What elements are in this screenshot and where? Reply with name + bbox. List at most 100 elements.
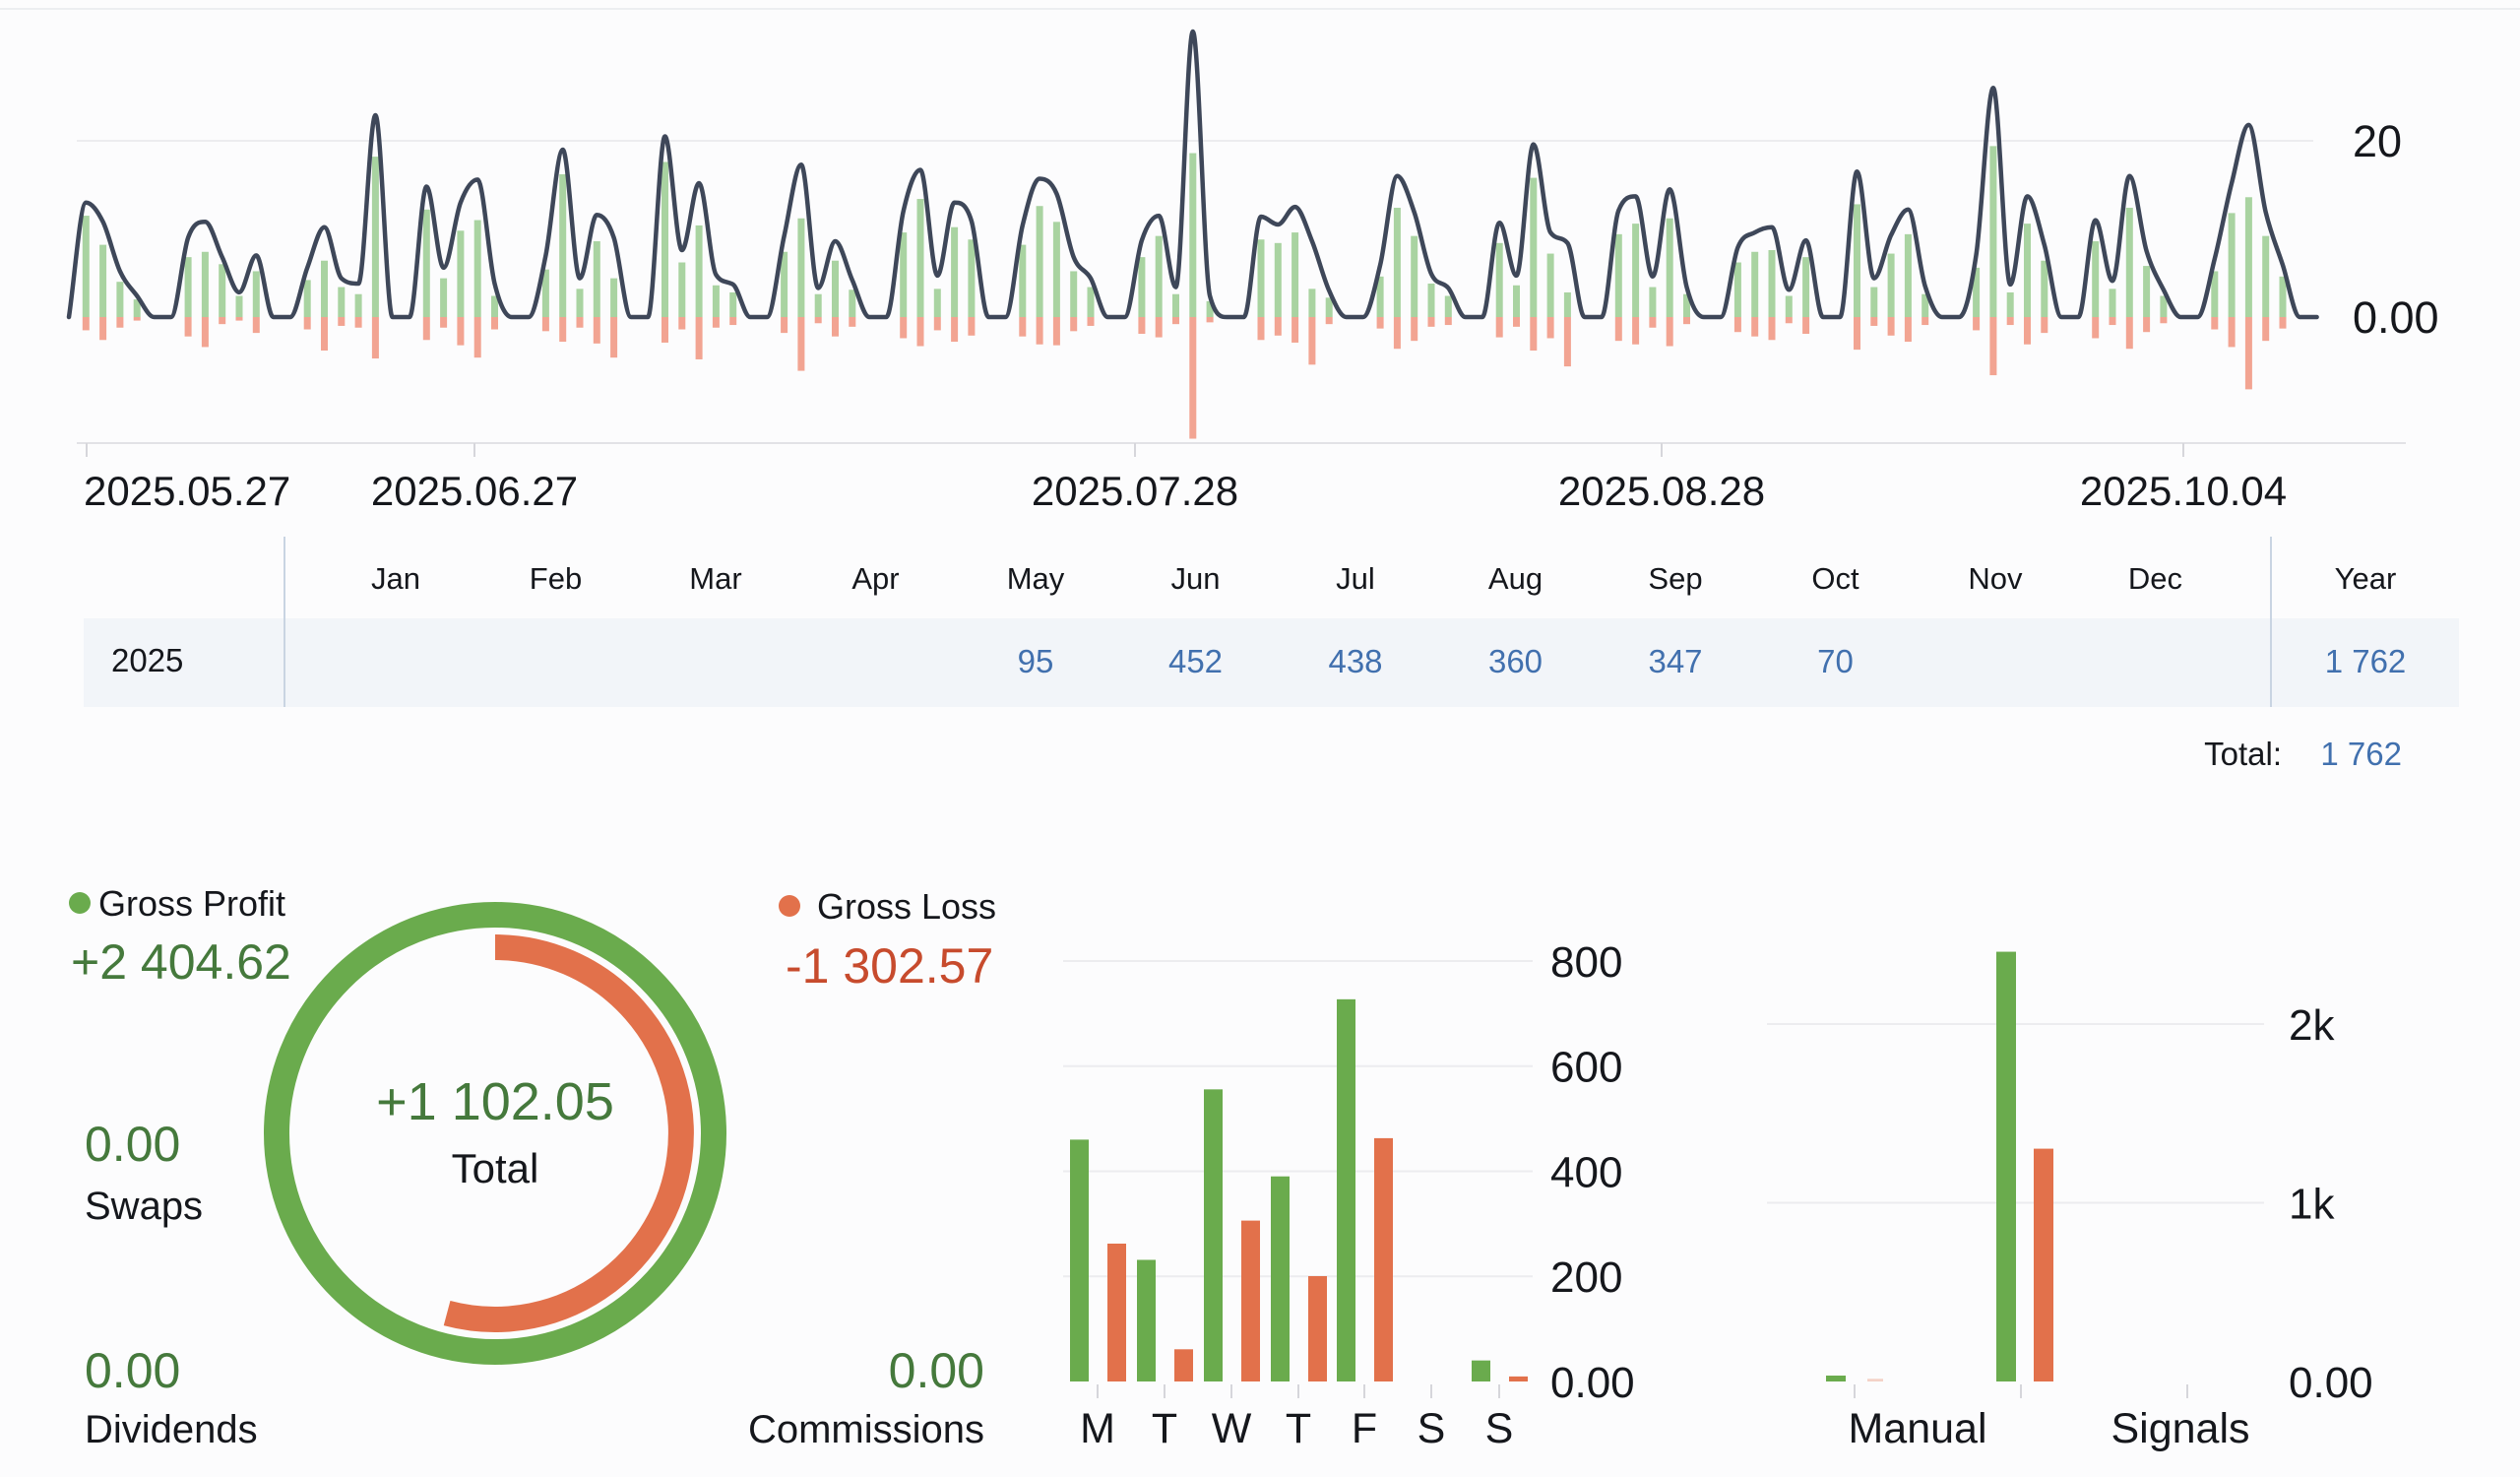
daily-profit-bar xyxy=(2160,295,2168,317)
daily-profit-bar xyxy=(1444,295,1452,317)
daily-profit-bar xyxy=(1325,297,1333,317)
daily-profit-bar xyxy=(1189,153,1197,317)
daily-loss-bar xyxy=(1683,317,1690,325)
gross-profit-dot-icon xyxy=(69,892,91,914)
daily-profit-bar xyxy=(252,271,260,317)
daily-loss-bar xyxy=(321,317,328,352)
daily-profit-bar xyxy=(1922,293,1929,317)
daily-loss-bar xyxy=(678,317,686,330)
daily-profit-bar xyxy=(201,251,209,317)
table-header-year: Year xyxy=(2334,561,2397,596)
daily-profit-bar xyxy=(2244,197,2252,317)
daily-loss-bar xyxy=(814,317,822,324)
daily-loss-bar xyxy=(729,317,737,326)
daily-profit-bar xyxy=(2262,235,2270,317)
weekday-x-label: S xyxy=(1418,1405,1446,1452)
daily-loss-bar xyxy=(1733,317,1741,333)
source-x-label-signals: Signals xyxy=(2110,1405,2249,1452)
commissions-value: 0.00 xyxy=(888,1343,984,1398)
daily-loss-bar xyxy=(1649,317,1657,328)
source-edge-marker-profit xyxy=(1826,1376,1846,1381)
daily-loss-bar xyxy=(303,317,311,330)
daily-loss-bar xyxy=(184,317,192,337)
daily-loss-bar xyxy=(2211,317,2219,330)
table-header-dec: Dec xyxy=(2127,561,2183,596)
weekday-loss-bar xyxy=(1174,1349,1193,1381)
daily-loss-bar xyxy=(1666,317,1673,347)
weekday-profit-bar xyxy=(1070,1139,1089,1381)
daily-profit-bar xyxy=(371,157,379,317)
source-loss-bar-manual xyxy=(2034,1148,2053,1381)
daily-loss-bar xyxy=(1632,317,1640,345)
source-y-label: 0.00 xyxy=(2289,1359,2373,1407)
daily-loss-bar xyxy=(1614,317,1622,342)
daily-loss-bar xyxy=(2279,317,2287,329)
daily-loss-bar xyxy=(1036,317,1043,345)
weekday-x-label: T xyxy=(1286,1405,1311,1452)
daily-loss-bar xyxy=(1411,317,1418,342)
daily-loss-bar xyxy=(371,317,379,359)
daily-loss-bar xyxy=(610,317,618,358)
table-header-jul: Jul xyxy=(1336,561,1375,596)
daily-loss-bar xyxy=(1854,317,1860,351)
table-header-may: May xyxy=(1006,561,1065,596)
daily-profit-bar xyxy=(1666,218,1673,317)
daily-loss-bar xyxy=(1052,317,1060,346)
daily-volume-line xyxy=(66,29,2319,320)
weekday-loss-bar xyxy=(1241,1220,1260,1381)
top-chart-x-label: 2025.07.28 xyxy=(1032,468,1238,514)
daily-loss-bar xyxy=(1444,317,1452,326)
daily-profit-bar xyxy=(133,299,141,317)
daily-profit-bar xyxy=(1087,287,1095,317)
dividends-label: Dividends xyxy=(85,1408,258,1451)
daily-profit-bar xyxy=(2143,266,2151,317)
daily-profit-bar xyxy=(338,287,346,317)
daily-loss-bar xyxy=(457,317,465,346)
daily-profit-bar xyxy=(1376,276,1384,317)
daily-loss-bar xyxy=(133,317,141,321)
daily-loss-bar xyxy=(951,317,959,343)
daily-profit-bar xyxy=(1274,242,1282,317)
daily-profit-bar xyxy=(116,282,124,317)
daily-profit-bar xyxy=(576,289,584,317)
daily-profit-bar xyxy=(2109,289,2116,317)
gross-loss-dot-icon xyxy=(779,895,800,917)
daily-loss-bar xyxy=(1495,317,1503,338)
daily-profit-bar xyxy=(457,230,465,317)
daily-loss-bar xyxy=(473,317,481,358)
weekday-loss-bar xyxy=(1308,1275,1327,1381)
daily-loss-bar xyxy=(1274,317,1282,336)
table-value-year: 1 762 xyxy=(2324,643,2407,679)
daily-profit-bar xyxy=(849,289,856,317)
daily-loss-bar xyxy=(1376,317,1384,329)
daily-profit-bar xyxy=(235,295,243,317)
daily-profit-bar xyxy=(422,209,430,317)
daily-profit-bar xyxy=(916,199,924,317)
daily-profit-bar xyxy=(1733,262,1741,317)
daily-loss-bar xyxy=(1138,317,1146,335)
daily-loss-bar xyxy=(1393,317,1401,350)
daily-profit-bar xyxy=(900,232,908,317)
daily-loss-bar xyxy=(99,317,107,341)
daily-profit-loss-chart[interactable]: 2025.05.27 2025.06.27 2025.07.28 2025.08.28… xyxy=(0,0,2520,532)
daily-loss-bar xyxy=(1172,317,1179,325)
daily-loss-bar xyxy=(1904,317,1912,343)
daily-loss-bar xyxy=(440,317,448,328)
weekday-y-label: 800 xyxy=(1550,938,1622,987)
daily-profit-bar xyxy=(1070,271,1078,317)
daily-profit-bar xyxy=(2125,208,2133,317)
daily-profit-bar xyxy=(712,285,720,317)
daily-loss-bar xyxy=(116,317,124,328)
daily-profit-bar xyxy=(1138,257,1146,317)
daily-loss-bar xyxy=(2143,317,2151,333)
daily-loss-bar xyxy=(933,317,941,331)
daily-loss-bar xyxy=(1530,317,1538,352)
gross-profit-value: +2 404.62 xyxy=(71,934,291,990)
daily-profit-bar xyxy=(1411,235,1418,317)
daily-loss-bar xyxy=(712,317,720,328)
table-header-mar: Mar xyxy=(689,561,742,596)
daily-profit-bar xyxy=(354,293,362,317)
daily-loss-bar xyxy=(1887,317,1895,336)
daily-profit-bar xyxy=(1904,233,1912,317)
